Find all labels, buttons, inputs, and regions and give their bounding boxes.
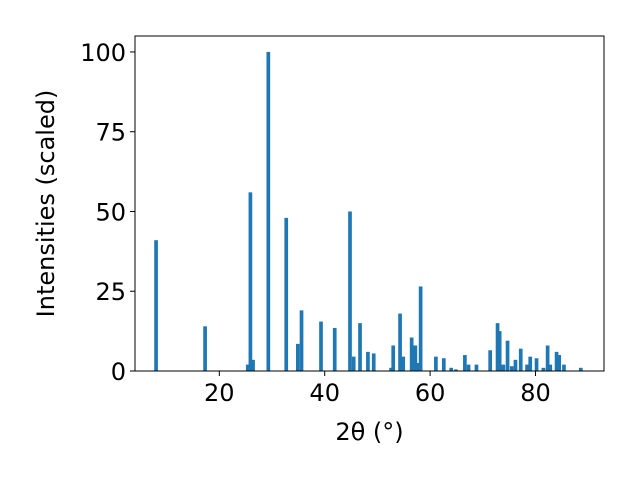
bar xyxy=(562,364,566,371)
y-tick-label: 25 xyxy=(95,278,126,306)
y-tick-label: 50 xyxy=(95,198,126,226)
bar xyxy=(497,331,502,371)
bar xyxy=(351,356,356,371)
bar xyxy=(389,367,393,371)
bar xyxy=(513,359,518,371)
x-axis-label: 2θ (°) xyxy=(335,418,403,446)
bars xyxy=(154,51,583,371)
bar xyxy=(299,310,304,371)
bar xyxy=(557,355,562,371)
bar xyxy=(545,345,550,371)
bar xyxy=(416,363,421,371)
y-axis-label: Intensities (scaled) xyxy=(32,90,60,318)
y-tick-label: 0 xyxy=(111,358,126,386)
bar xyxy=(245,364,250,371)
bar xyxy=(541,367,546,371)
bar xyxy=(501,364,506,371)
bar xyxy=(371,353,376,371)
bar xyxy=(434,356,438,371)
bar xyxy=(154,240,158,371)
y-axis: 0 25 50 75 100 xyxy=(80,39,135,386)
bar xyxy=(401,356,406,371)
bar xyxy=(441,358,446,371)
bar xyxy=(348,211,352,371)
y-tick-label: 75 xyxy=(95,119,126,147)
x-tick-label: 20 xyxy=(204,379,235,407)
bar xyxy=(449,367,454,371)
bar xyxy=(284,217,289,371)
bar xyxy=(548,364,553,371)
bar xyxy=(332,327,337,371)
bar xyxy=(295,343,300,371)
bar xyxy=(509,366,514,371)
bar xyxy=(528,356,533,371)
bar xyxy=(578,367,583,371)
bar xyxy=(525,364,529,371)
bar xyxy=(454,369,458,371)
bar xyxy=(398,313,402,371)
x-tick-label: 40 xyxy=(309,379,340,407)
plot-frame xyxy=(134,35,605,372)
bar xyxy=(466,364,471,371)
bar xyxy=(488,350,493,371)
bar xyxy=(366,351,370,371)
bar xyxy=(251,359,255,371)
bar xyxy=(203,326,207,371)
x-axis: 20 40 60 80 xyxy=(204,371,551,407)
bar xyxy=(391,345,396,371)
bar xyxy=(495,323,500,371)
bar xyxy=(413,345,418,371)
bar xyxy=(248,192,253,371)
bar xyxy=(463,355,467,371)
bar xyxy=(518,348,523,371)
bar xyxy=(319,321,323,371)
x-tick-label: 60 xyxy=(415,379,446,407)
bar xyxy=(534,358,539,371)
y-tick-label: 100 xyxy=(80,39,126,67)
x-tick-label: 80 xyxy=(520,379,551,407)
bar xyxy=(409,337,414,371)
bar xyxy=(474,364,479,371)
bar xyxy=(554,351,559,371)
bar xyxy=(358,323,362,371)
bar xyxy=(266,51,271,371)
bar xyxy=(418,286,423,371)
bar xyxy=(505,340,510,371)
